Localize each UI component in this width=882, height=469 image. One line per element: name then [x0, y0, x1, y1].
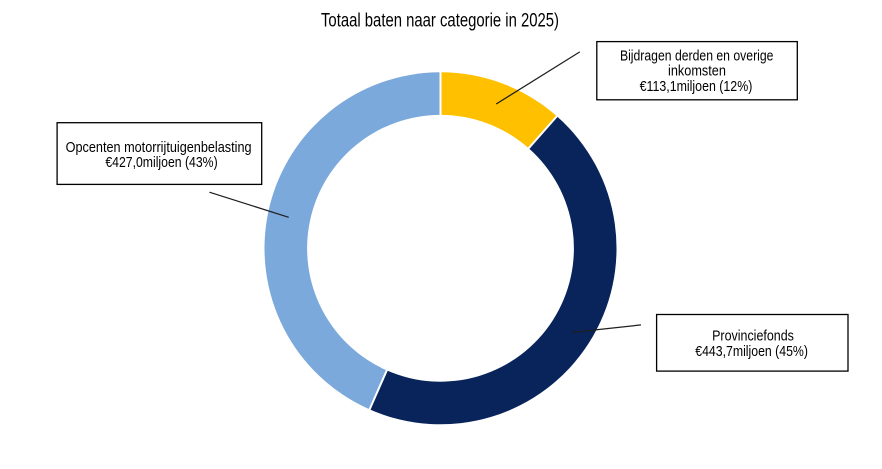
svg-text:Totaal baten naar categorie in: Totaal baten naar categorie in 2025) — [321, 11, 559, 32]
svg-text:€443,7miljoen (45%): €443,7miljoen (45%) — [695, 343, 808, 360]
svg-text:Opcenten motorrijtuigenbelasti: Opcenten motorrijtuigenbelasting — [66, 139, 252, 156]
svg-text:inkomsten: inkomsten — [668, 63, 726, 80]
svg-text:€113,1miljoen (12%): €113,1miljoen (12%) — [640, 78, 753, 95]
svg-text:€427,0miljoen (43%): €427,0miljoen (43%) — [105, 154, 217, 171]
svg-text:Provinciefonds: Provinciefonds — [712, 328, 794, 345]
svg-text:Bijdragen derden en overige: Bijdragen derden en overige — [620, 47, 774, 64]
